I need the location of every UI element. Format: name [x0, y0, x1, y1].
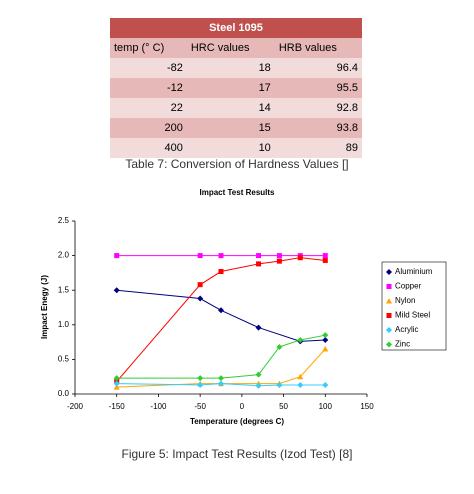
- legend-label: Nylon: [395, 296, 415, 305]
- chart-title: Impact Test Results: [200, 188, 276, 197]
- data-point: [276, 343, 283, 350]
- x-tick-label: 50: [279, 402, 288, 411]
- data-point: [255, 324, 262, 331]
- y-axis-title: Impact Enegy (J): [40, 275, 49, 339]
- x-tick-label: -100: [150, 402, 167, 411]
- data-point: [113, 384, 120, 390]
- data-point: [322, 253, 328, 259]
- legend-marker: [386, 298, 392, 304]
- data-point: [218, 307, 224, 314]
- table-cell: -82: [110, 58, 187, 78]
- data-point: [218, 253, 224, 259]
- table-cell: 18: [186, 58, 275, 78]
- legend-label: Copper: [395, 282, 422, 291]
- data-point: [322, 257, 328, 263]
- hardness-table: Steel 1095 temp (° C) HRC values HRB value…: [110, 18, 362, 158]
- legend-marker: [386, 313, 392, 318]
- data-point: [197, 382, 204, 389]
- table-cell: 17: [186, 78, 275, 98]
- x-axis-title: Temperature (degrees C): [190, 417, 284, 426]
- data-point: [276, 382, 283, 389]
- data-point: [113, 287, 120, 294]
- data-point: [322, 346, 329, 352]
- y-tick-label: 2.5: [58, 216, 70, 225]
- table-cell: 96.4: [274, 58, 362, 78]
- table-cell: 95.5: [274, 78, 362, 98]
- x-tick-label: 100: [319, 402, 333, 411]
- table-row: 22 14 92.8: [110, 98, 362, 118]
- table-caption: Table 7: Conversion of Hardness Values […: [125, 157, 349, 171]
- data-point: [297, 337, 304, 344]
- legend-marker: [386, 269, 392, 275]
- data-point: [297, 255, 303, 261]
- table-row: 200 15 93.8: [110, 118, 362, 138]
- y-tick-label: 0.5: [58, 355, 70, 364]
- legend-label: Zinc: [395, 340, 410, 349]
- data-point: [322, 332, 329, 339]
- data-point: [256, 253, 262, 259]
- data-point: [197, 282, 203, 288]
- data-point: [322, 382, 329, 389]
- legend-marker: [386, 327, 392, 333]
- x-tick-label: -50: [194, 402, 206, 411]
- y-tick-label: 1.0: [58, 320, 70, 329]
- table-cell: 15: [186, 118, 275, 138]
- legend-box: [381, 261, 447, 351]
- series-line: [116, 257, 326, 382]
- y-tick-label: 2.0: [58, 251, 70, 260]
- table-cell: 92.8: [274, 98, 362, 118]
- data-point: [297, 373, 304, 380]
- column-header: HRB values: [274, 38, 362, 58]
- x-tick-label: -150: [109, 402, 126, 411]
- data-point: [113, 375, 120, 382]
- data-point: [114, 253, 120, 259]
- data-point: [256, 261, 262, 267]
- table-cell: -12: [110, 78, 187, 98]
- table-cell: 22: [110, 98, 187, 118]
- legend-marker: [386, 341, 392, 348]
- data-point: [255, 382, 262, 389]
- data-point: [276, 258, 282, 264]
- data-point: [297, 382, 304, 389]
- column-header: temp (° C): [110, 38, 187, 58]
- x-tick-label: -200: [67, 402, 84, 411]
- data-point: [255, 371, 262, 378]
- table-cell: 93.8: [274, 118, 362, 138]
- y-tick-label: 0.0: [58, 389, 70, 398]
- table-cell: 200: [110, 118, 187, 138]
- legend-label: Mild Steel: [395, 311, 430, 320]
- header-row: temp (° C) HRC values HRB values: [110, 38, 362, 58]
- series-line: [116, 334, 326, 379]
- table-row: -82 18 96.4: [110, 58, 362, 78]
- table-cell: 400: [110, 138, 187, 158]
- legend-label: Aluminium: [395, 267, 433, 276]
- data-point: [276, 253, 282, 259]
- data-point: [197, 375, 204, 382]
- series-line: [116, 289, 326, 342]
- data-point: [197, 253, 203, 259]
- chart: Impact Test Results Temperature (degrees…: [40, 188, 447, 426]
- table-row: -12 17 95.5: [110, 78, 362, 98]
- x-tick-label: 150: [360, 402, 374, 411]
- data-point: [218, 375, 224, 382]
- legend-label: Acrylic: [395, 325, 419, 334]
- table-cell: 10: [186, 138, 275, 158]
- legend-marker: [386, 284, 392, 289]
- table-row: 400 10 89: [110, 138, 362, 158]
- figure-caption: Figure 5: Impact Test Results (Izod Test…: [121, 447, 353, 461]
- table-cell: 89: [274, 138, 362, 158]
- table-title: Steel 1095: [110, 18, 362, 38]
- data-point: [322, 337, 329, 344]
- data-point: [218, 380, 224, 387]
- data-point: [218, 269, 224, 275]
- x-tick-label: 0: [240, 402, 245, 411]
- data-point: [113, 380, 120, 387]
- y-tick-label: 1.5: [58, 285, 70, 294]
- data-point: [197, 295, 204, 302]
- column-header: HRC values: [186, 38, 275, 58]
- table-cell: 14: [186, 98, 275, 118]
